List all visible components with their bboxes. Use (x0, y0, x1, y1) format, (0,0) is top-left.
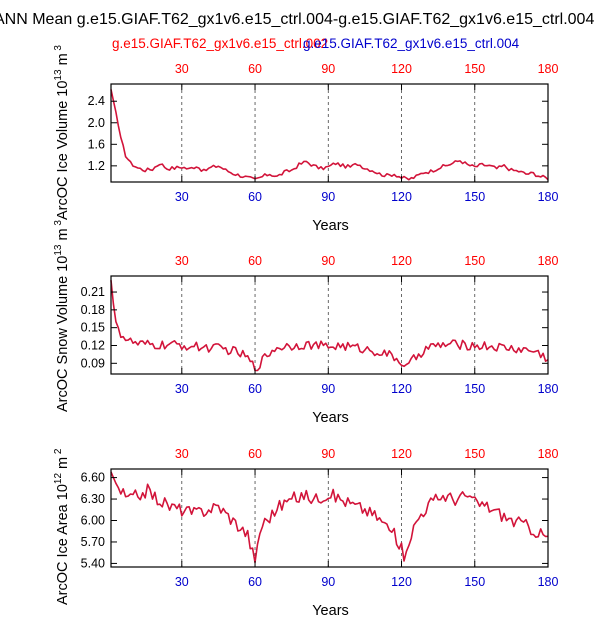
xtick-label-bottom: 60 (248, 382, 262, 396)
xtick-label-bottom: 120 (391, 382, 412, 396)
xtick-label-top: 60 (248, 62, 262, 76)
y-axis-label: ArcOC Snow Volume 1013 m 3 (53, 220, 71, 412)
series-line (110, 471, 549, 564)
ytick-label: 5.40 (81, 556, 105, 570)
xtick-label-bottom: 30 (175, 382, 189, 396)
chart-panel-1: 2.4 2.0 1.6 1.2 30 30 60 60 90 90 120 120 150 150 180 1… (53, 45, 558, 234)
ytick-label: 6.00 (81, 514, 105, 528)
xtick-label-top: 150 (464, 62, 485, 76)
ytick-label: 0.15 (81, 321, 105, 335)
xtick-label-bottom: 90 (321, 382, 335, 396)
plot-frame (110, 275, 549, 375)
xtick-label-bottom: 90 (321, 190, 335, 204)
xtick-label-bottom: 60 (248, 575, 262, 589)
xtick-label-bottom: 90 (321, 575, 335, 589)
plot-frame (110, 83, 549, 183)
ytick-label: 0.09 (81, 356, 105, 370)
xtick-label-top: 120 (391, 447, 412, 461)
xtick-label-top: 60 (248, 447, 262, 461)
ytick-label: 1.2 (88, 159, 105, 173)
ytick-label: 2.0 (88, 116, 105, 130)
xtick-label-bottom: 120 (391, 190, 412, 204)
xtick-label-top: 90 (321, 62, 335, 76)
ytick-label: 0.21 (81, 285, 105, 299)
xtick-label-bottom: 180 (538, 575, 559, 589)
x-axis-label: Years (312, 410, 349, 426)
xtick-label-bottom: 180 (538, 190, 559, 204)
ytick-label: 0.18 (81, 303, 105, 317)
ytick-label: 6.60 (81, 471, 105, 485)
figure-title: ANN Mean g.e15.GIAF.T62_gx1v6.e15_ctrl.0… (0, 11, 594, 28)
xtick-label-top: 90 (321, 447, 335, 461)
xtick-label-top: 150 (464, 447, 485, 461)
legend-case-b: g.e15.GIAF.T62_gx1v6.e15_ctrl.004 (303, 36, 520, 51)
xtick-label-top: 30 (175, 447, 189, 461)
xtick-label-bottom: 120 (391, 575, 412, 589)
xtick-label-bottom: 180 (538, 382, 559, 396)
xtick-label-top: 150 (464, 254, 485, 268)
series-line (110, 280, 549, 372)
xtick-label-top: 180 (538, 62, 559, 76)
ytick-label: 1.6 (88, 137, 105, 151)
xtick-label-top: 30 (175, 62, 189, 76)
y-axis-label: ArcOC Ice Area 1012 m 2 (53, 448, 71, 605)
plot-frame (110, 468, 549, 568)
xtick-label-bottom: 60 (248, 190, 262, 204)
xtick-label-top: 90 (321, 254, 335, 268)
ytick-label: 2.4 (88, 94, 105, 108)
chart-panel-2: 0.21 0.18 0.15 0.12 0.09 30 30 60 60 90 90 120 120 15… (53, 220, 558, 426)
y-axis-label: ArcOC Ice Volume 1013 m 3 (53, 45, 71, 220)
xtick-label-top: 30 (175, 254, 189, 268)
xtick-label-bottom: 150 (464, 575, 485, 589)
xtick-label-top: 180 (538, 447, 559, 461)
xtick-label-top: 180 (538, 254, 559, 268)
xtick-label-bottom: 150 (464, 382, 485, 396)
ytick-label: 5.70 (81, 535, 105, 549)
ytick-label: 6.30 (81, 492, 105, 506)
series-line (110, 89, 549, 181)
x-axis-label: Years (312, 218, 349, 234)
xtick-label-bottom: 30 (175, 575, 189, 589)
xtick-label-bottom: 150 (464, 190, 485, 204)
xtick-label-top: 120 (391, 254, 412, 268)
xtick-label-top: 120 (391, 62, 412, 76)
ytick-label: 0.12 (81, 338, 105, 352)
legend-case-a: g.e15.GIAF.T62_gx1v6.e15_ctrl.002 (112, 36, 328, 51)
chart-panel-3: 6.60 6.30 6.00 5.70 5.40 30 30 60 60 90 90 120 120 15… (53, 447, 559, 619)
x-axis-label: Years (312, 603, 349, 617)
xtick-label-bottom: 30 (175, 190, 189, 204)
xtick-label-top: 60 (248, 254, 262, 268)
